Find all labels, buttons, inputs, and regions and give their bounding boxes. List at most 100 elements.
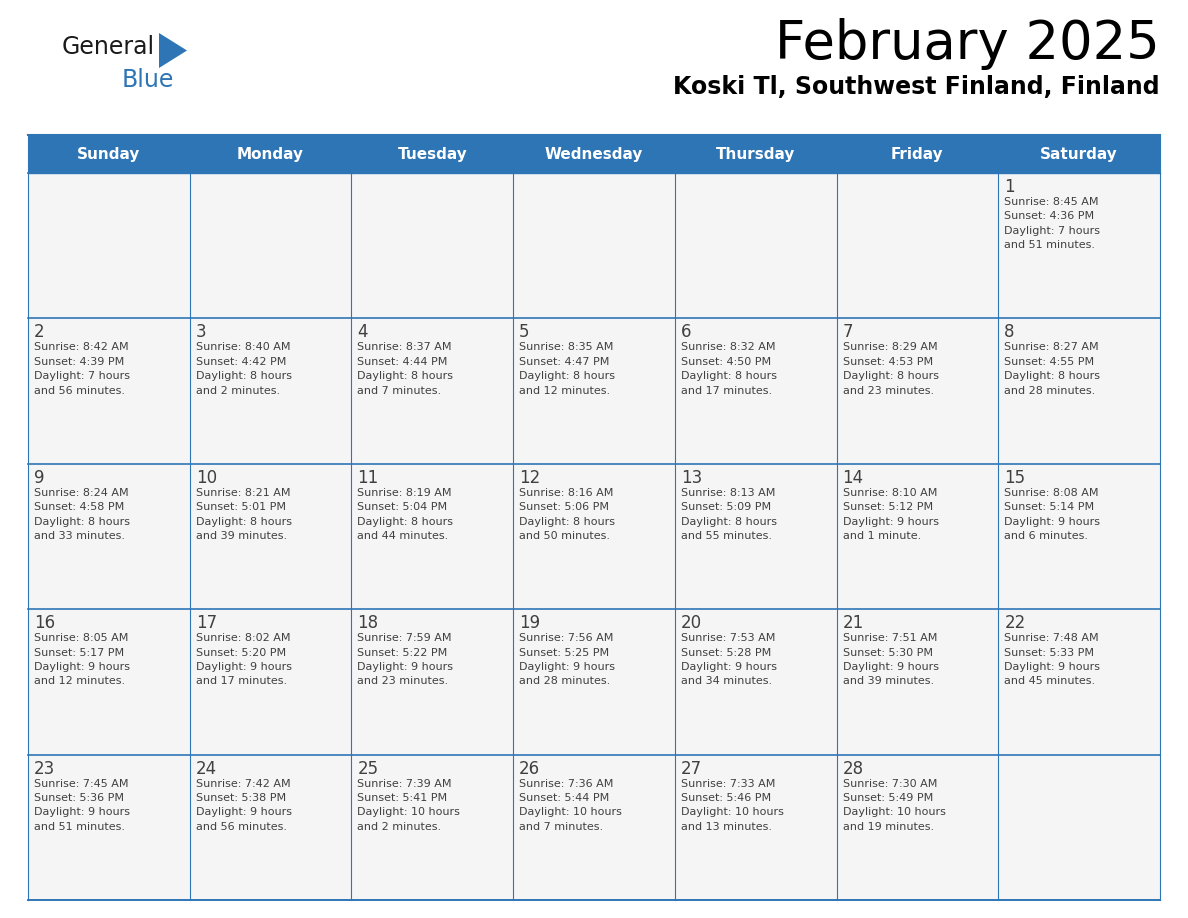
Text: February 2025: February 2025 (776, 18, 1159, 70)
Bar (29, 610, 190, 755)
Text: 20: 20 (681, 614, 702, 633)
Bar (836, 319, 998, 464)
Text: 4: 4 (358, 323, 368, 341)
Text: Sunday: Sunday (77, 147, 140, 162)
Bar (190, 610, 352, 755)
Text: Sunrise: 8:42 AM
Sunset: 4:39 PM
Daylight: 7 hours
and 56 minutes.: Sunrise: 8:42 AM Sunset: 4:39 PM Dayligh… (34, 342, 129, 396)
Bar (836, 173, 998, 319)
Text: Thursday: Thursday (716, 147, 796, 162)
Bar (998, 464, 1159, 610)
Text: 24: 24 (196, 759, 217, 778)
Text: Sunrise: 8:10 AM
Sunset: 5:12 PM
Daylight: 9 hours
and 1 minute.: Sunrise: 8:10 AM Sunset: 5:12 PM Dayligh… (842, 487, 939, 541)
Text: 17: 17 (196, 614, 217, 633)
Text: 13: 13 (681, 469, 702, 487)
Text: Sunrise: 8:45 AM
Sunset: 4:36 PM
Daylight: 7 hours
and 51 minutes.: Sunrise: 8:45 AM Sunset: 4:36 PM Dayligh… (1004, 197, 1100, 251)
Text: 10: 10 (196, 469, 217, 487)
Bar (352, 319, 513, 464)
Text: Sunrise: 7:36 AM
Sunset: 5:44 PM
Daylight: 10 hours
and 7 minutes.: Sunrise: 7:36 AM Sunset: 5:44 PM Dayligh… (519, 778, 623, 832)
Text: Sunrise: 7:48 AM
Sunset: 5:33 PM
Daylight: 9 hours
and 45 minutes.: Sunrise: 7:48 AM Sunset: 5:33 PM Dayligh… (1004, 633, 1100, 687)
Text: 23: 23 (34, 759, 56, 778)
Bar (675, 755, 836, 900)
Bar (190, 464, 352, 610)
Text: Friday: Friday (891, 147, 943, 162)
Polygon shape (159, 33, 187, 68)
Text: Sunrise: 7:59 AM
Sunset: 5:22 PM
Daylight: 9 hours
and 23 minutes.: Sunrise: 7:59 AM Sunset: 5:22 PM Dayligh… (358, 633, 454, 687)
Text: Sunrise: 8:19 AM
Sunset: 5:04 PM
Daylight: 8 hours
and 44 minutes.: Sunrise: 8:19 AM Sunset: 5:04 PM Dayligh… (358, 487, 454, 541)
Text: Sunrise: 8:29 AM
Sunset: 4:53 PM
Daylight: 8 hours
and 23 minutes.: Sunrise: 8:29 AM Sunset: 4:53 PM Dayligh… (842, 342, 939, 396)
Text: Sunrise: 8:24 AM
Sunset: 4:58 PM
Daylight: 8 hours
and 33 minutes.: Sunrise: 8:24 AM Sunset: 4:58 PM Dayligh… (34, 487, 129, 541)
Bar (513, 755, 675, 900)
Text: Monday: Monday (238, 147, 304, 162)
Text: Sunrise: 8:40 AM
Sunset: 4:42 PM
Daylight: 8 hours
and 2 minutes.: Sunrise: 8:40 AM Sunset: 4:42 PM Dayligh… (196, 342, 292, 396)
Text: Sunrise: 7:33 AM
Sunset: 5:46 PM
Daylight: 10 hours
and 13 minutes.: Sunrise: 7:33 AM Sunset: 5:46 PM Dayligh… (681, 778, 784, 832)
Text: 6: 6 (681, 323, 691, 341)
Text: Sunrise: 7:45 AM
Sunset: 5:36 PM
Daylight: 9 hours
and 51 minutes.: Sunrise: 7:45 AM Sunset: 5:36 PM Dayligh… (34, 778, 129, 832)
Text: Sunrise: 8:16 AM
Sunset: 5:06 PM
Daylight: 8 hours
and 50 minutes.: Sunrise: 8:16 AM Sunset: 5:06 PM Dayligh… (519, 487, 615, 541)
Text: Koski Tl, Southwest Finland, Finland: Koski Tl, Southwest Finland, Finland (674, 75, 1159, 99)
Text: 22: 22 (1004, 614, 1025, 633)
Text: Sunrise: 8:21 AM
Sunset: 5:01 PM
Daylight: 8 hours
and 39 minutes.: Sunrise: 8:21 AM Sunset: 5:01 PM Dayligh… (196, 487, 292, 541)
Bar (29, 464, 190, 610)
Bar (998, 319, 1159, 464)
Text: Sunrise: 8:02 AM
Sunset: 5:20 PM
Daylight: 9 hours
and 17 minutes.: Sunrise: 8:02 AM Sunset: 5:20 PM Dayligh… (196, 633, 292, 687)
Bar (29, 319, 190, 464)
Text: 8: 8 (1004, 323, 1015, 341)
Text: Sunrise: 8:08 AM
Sunset: 5:14 PM
Daylight: 9 hours
and 6 minutes.: Sunrise: 8:08 AM Sunset: 5:14 PM Dayligh… (1004, 487, 1100, 541)
Bar (513, 173, 675, 319)
Text: 5: 5 (519, 323, 530, 341)
Bar (836, 755, 998, 900)
Bar (513, 464, 675, 610)
Text: 11: 11 (358, 469, 379, 487)
Bar (513, 610, 675, 755)
Bar (190, 319, 352, 464)
Text: 2: 2 (34, 323, 45, 341)
Text: 1: 1 (1004, 178, 1015, 196)
Bar (998, 173, 1159, 319)
Bar (513, 319, 675, 464)
Text: Sunrise: 8:13 AM
Sunset: 5:09 PM
Daylight: 8 hours
and 55 minutes.: Sunrise: 8:13 AM Sunset: 5:09 PM Dayligh… (681, 487, 777, 541)
Text: 3: 3 (196, 323, 207, 341)
Text: Saturday: Saturday (1041, 147, 1118, 162)
Bar (998, 610, 1159, 755)
Bar (352, 464, 513, 610)
Text: 15: 15 (1004, 469, 1025, 487)
Text: Sunrise: 8:35 AM
Sunset: 4:47 PM
Daylight: 8 hours
and 12 minutes.: Sunrise: 8:35 AM Sunset: 4:47 PM Dayligh… (519, 342, 615, 396)
Text: 12: 12 (519, 469, 541, 487)
Bar (29, 135, 1159, 173)
Bar (675, 319, 836, 464)
Bar (29, 173, 190, 319)
Text: Sunrise: 7:42 AM
Sunset: 5:38 PM
Daylight: 9 hours
and 56 minutes.: Sunrise: 7:42 AM Sunset: 5:38 PM Dayligh… (196, 778, 292, 832)
Text: Sunrise: 7:56 AM
Sunset: 5:25 PM
Daylight: 9 hours
and 28 minutes.: Sunrise: 7:56 AM Sunset: 5:25 PM Dayligh… (519, 633, 615, 687)
Text: 7: 7 (842, 323, 853, 341)
Text: Tuesday: Tuesday (398, 147, 467, 162)
Bar (190, 755, 352, 900)
Text: Sunrise: 7:53 AM
Sunset: 5:28 PM
Daylight: 9 hours
and 34 minutes.: Sunrise: 7:53 AM Sunset: 5:28 PM Dayligh… (681, 633, 777, 687)
Text: Sunrise: 7:39 AM
Sunset: 5:41 PM
Daylight: 10 hours
and 2 minutes.: Sunrise: 7:39 AM Sunset: 5:41 PM Dayligh… (358, 778, 460, 832)
Text: 28: 28 (842, 759, 864, 778)
Bar (998, 755, 1159, 900)
Text: 16: 16 (34, 614, 55, 633)
Bar (675, 464, 836, 610)
Text: 25: 25 (358, 759, 379, 778)
Bar (675, 173, 836, 319)
Bar (675, 610, 836, 755)
Text: 19: 19 (519, 614, 541, 633)
Bar (352, 755, 513, 900)
Text: 26: 26 (519, 759, 541, 778)
Text: 9: 9 (34, 469, 44, 487)
Text: Sunrise: 8:32 AM
Sunset: 4:50 PM
Daylight: 8 hours
and 17 minutes.: Sunrise: 8:32 AM Sunset: 4:50 PM Dayligh… (681, 342, 777, 396)
Text: 27: 27 (681, 759, 702, 778)
Text: Sunrise: 7:30 AM
Sunset: 5:49 PM
Daylight: 10 hours
and 19 minutes.: Sunrise: 7:30 AM Sunset: 5:49 PM Dayligh… (842, 778, 946, 832)
Text: 21: 21 (842, 614, 864, 633)
Bar (836, 610, 998, 755)
Bar (352, 173, 513, 319)
Text: 18: 18 (358, 614, 379, 633)
Text: Sunrise: 8:05 AM
Sunset: 5:17 PM
Daylight: 9 hours
and 12 minutes.: Sunrise: 8:05 AM Sunset: 5:17 PM Dayligh… (34, 633, 129, 687)
Bar (190, 173, 352, 319)
Text: 14: 14 (842, 469, 864, 487)
Text: Sunrise: 8:37 AM
Sunset: 4:44 PM
Daylight: 8 hours
and 7 minutes.: Sunrise: 8:37 AM Sunset: 4:44 PM Dayligh… (358, 342, 454, 396)
Text: Blue: Blue (122, 68, 175, 92)
Bar (836, 464, 998, 610)
Text: Sunrise: 8:27 AM
Sunset: 4:55 PM
Daylight: 8 hours
and 28 minutes.: Sunrise: 8:27 AM Sunset: 4:55 PM Dayligh… (1004, 342, 1100, 396)
Text: Wednesday: Wednesday (545, 147, 643, 162)
